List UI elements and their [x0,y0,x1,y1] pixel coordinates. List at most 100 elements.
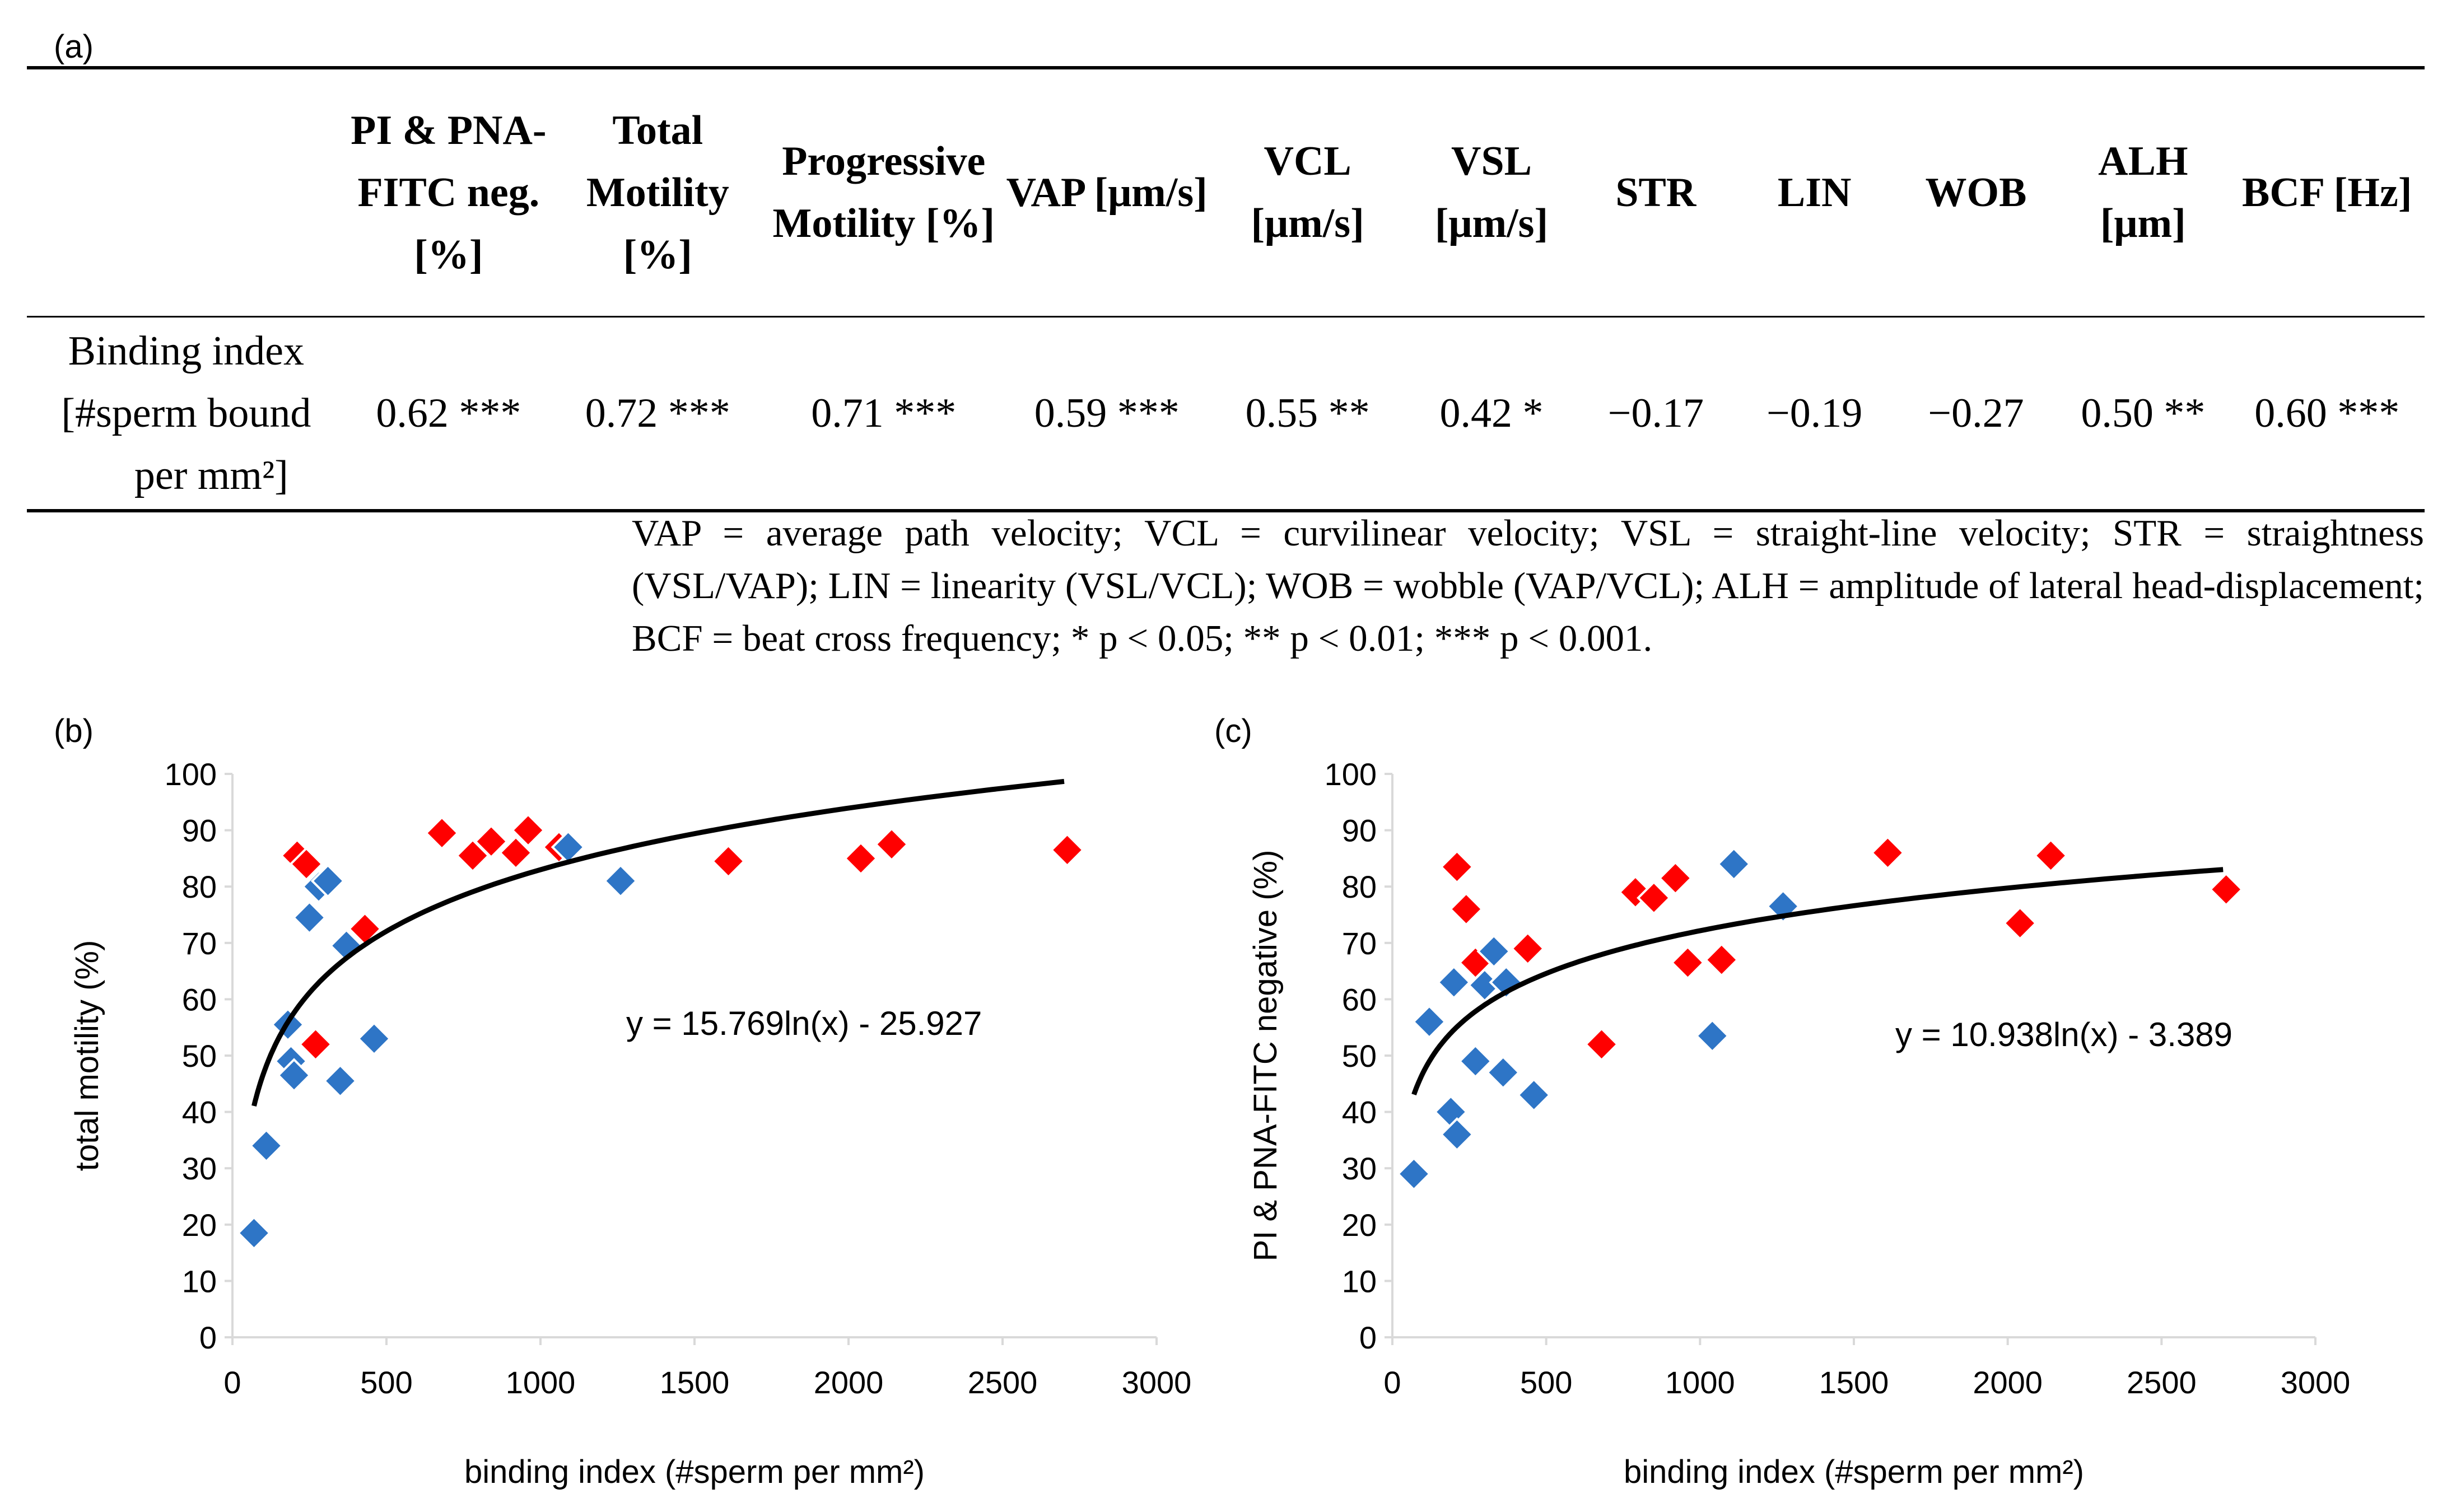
data-point-blue [249,1128,284,1163]
x-tick-label: 2500 [968,1365,1038,1400]
table-header-cell: VSL [μm/s] [1434,138,1549,246]
y-tick-label: 80 [1342,869,1377,904]
x-tick-label: 500 [1520,1365,1572,1400]
x-tick-label: 2000 [814,1365,884,1400]
trendline-equation: y = 10.938ln(x) - 3.389 [1895,1016,2232,1053]
data-point-red [1050,832,1085,867]
table-header-row: PI & PNA-FITC neg. [%] Total Motility [%… [27,68,2425,317]
table-header-cell: VAP [μm/s] [1006,169,1208,216]
data-point-red [474,824,509,859]
table-cell: −0.17 [1607,390,1704,436]
data-point-red [874,827,909,862]
x-tick-label: 3000 [1122,1365,1192,1400]
data-point-blue [1396,1156,1432,1192]
y-tick-label: 90 [1342,813,1377,848]
y-tick-label: 70 [1342,926,1377,961]
row-header-line: Binding index [68,328,305,374]
y-tick-label: 20 [1342,1207,1377,1243]
data-point-blue [236,1216,272,1250]
table-cell: 0.62 *** [376,390,521,436]
y-tick-label: 20 [182,1207,217,1243]
data-point-blue [323,1063,358,1099]
y-tick-label: 90 [182,813,217,848]
y-tick-label: 40 [1342,1095,1377,1130]
data-point-blue [603,864,638,898]
y-tick-label: 30 [182,1151,217,1186]
y-tick-label: 50 [182,1038,217,1074]
trendline [251,778,1065,1107]
data-point-red [1670,945,1705,980]
x-tick-label: 0 [223,1365,241,1400]
table-row: Binding index [#sperm bound per mm²] 0.6… [27,317,2425,511]
y-axis-title: PI & PNA-FITC negative (%) [1247,850,1284,1262]
data-point-blue [292,900,327,935]
y-tick-label: 30 [1342,1151,1377,1186]
table-header-cell: PI & PNA-FITC neg. [%] [351,107,547,278]
data-point-red [1510,931,1545,966]
table-cell: −0.19 [1766,390,1863,436]
data-point-red [425,815,459,851]
panel-a-label: (a) [54,29,94,65]
table-header-cell: Progressive Motility [%] [772,138,995,246]
y-tick-label: 0 [199,1320,217,1355]
table-cell: 0.50 ** [2081,390,2206,436]
table-header-cell: LIN [1777,169,1852,216]
y-tick-label: 70 [182,926,217,961]
x-tick-label: 2000 [1973,1365,2043,1400]
x-tick-label: 1000 [506,1365,576,1400]
y-tick-label: 0 [1359,1320,1377,1355]
x-tick-label: 1500 [1819,1365,1889,1400]
y-tick-label: 10 [1342,1263,1377,1299]
y-tick-label: 40 [182,1095,217,1130]
panel-b-label: (b) [54,713,94,749]
data-point-red [1704,942,1739,977]
table-cell: 0.72 *** [585,390,730,436]
data-point-red [843,841,878,876]
data-point-blue [1476,934,1512,969]
row-header-line: [#sperm bound [61,390,311,436]
data-point-red [711,844,746,879]
table-cell: 0.55 ** [1245,390,1370,436]
table-header-cell: STR [1615,169,1696,216]
data-point-red [2033,838,2068,873]
data-point-blue [1437,965,1471,1000]
y-tick-label: 80 [182,869,217,904]
data-point-red [1637,880,1671,916]
data-point-red [2002,906,2038,941]
y-tick-label: 50 [1342,1038,1377,1074]
table-cell: 0.59 *** [1034,390,1180,436]
data-point-red [1439,850,1475,884]
y-axis-title: total motility (%) [69,940,105,1172]
table-header-cell: Total Motility [%] [586,107,729,278]
data-point-blue [310,864,346,898]
row-header-binding-index: Binding index [#sperm bound per mm²] [27,317,346,511]
x-tick-label: 1000 [1665,1365,1735,1400]
table-header-cell: VCL [μm/s] [1251,138,1364,246]
data-point-red [1449,892,1484,927]
data-point-red [1584,1027,1619,1062]
y-tick-label: 100 [165,757,217,792]
data-point-blue [1485,1055,1521,1090]
data-point-blue [1716,847,1751,881]
table-header-cell: WOB [1925,169,2027,216]
x-axis-title: binding index (#sperm per mm²) [1624,1454,2084,1490]
data-point-blue [1516,1077,1551,1113]
table-cell: 0.71 *** [811,390,957,436]
x-tick-label: 2500 [2127,1365,2197,1400]
data-point-blue [1412,1004,1447,1039]
data-point-red [298,1027,333,1062]
table-footnote: VAP = average path velocity; VCL = curvi… [632,512,2424,659]
correlation-table: PI & PNA-FITC neg. [%] Total Motility [%… [27,66,2425,512]
data-point-blue [1439,1117,1475,1152]
panel-c-label: (c) [1214,713,1252,749]
data-point-red [511,813,546,848]
y-tick-label: 60 [1342,982,1377,1017]
data-point-blue [277,1058,311,1093]
data-point-red [498,836,533,870]
y-tick-label: 10 [182,1263,217,1299]
data-point-red [1658,861,1693,895]
data-point-red [1870,836,1905,870]
